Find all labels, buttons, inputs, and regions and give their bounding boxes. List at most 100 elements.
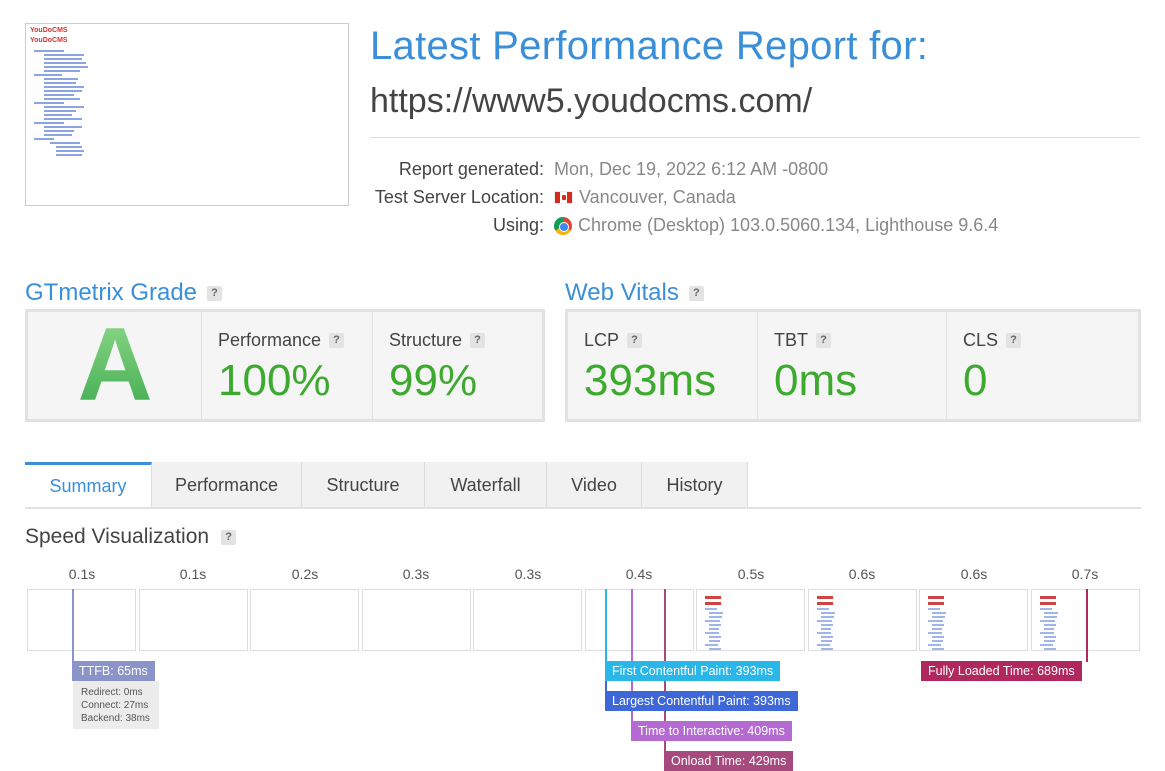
web-vitals-panel: LCP ? 393ms TBT ? 0ms CLS ? 0 bbox=[565, 309, 1141, 422]
frame-page-preview bbox=[928, 596, 946, 650]
meta-label: Using: bbox=[492, 215, 544, 235]
help-icon[interactable]: ? bbox=[470, 333, 486, 348]
time-label: 0.7s bbox=[1071, 566, 1099, 582]
filmstrip-frame[interactable] bbox=[27, 589, 136, 651]
help-icon[interactable]: ? bbox=[221, 529, 237, 545]
connect-time: Connect: 27ms bbox=[81, 700, 149, 711]
structure-label: Structure bbox=[389, 330, 463, 350]
lcp-marker[interactable]: Largest Contentful Paint: 393ms bbox=[605, 691, 798, 711]
tbt-value: 0ms bbox=[774, 356, 858, 405]
time-label: 0.2s bbox=[291, 566, 319, 582]
web-vitals-heading: Web Vitals ? bbox=[565, 279, 704, 307]
frame-page-preview bbox=[1039, 596, 1058, 650]
structure-score: 99% bbox=[389, 356, 478, 405]
report-title: Latest Performance Report for: bbox=[370, 24, 929, 68]
report-url: https://www5.youdocms.com/ bbox=[370, 82, 813, 120]
thumbnail-logo: YouDoCMS bbox=[30, 27, 68, 34]
help-icon[interactable]: ? bbox=[207, 285, 223, 301]
tab-video[interactable]: Video bbox=[547, 462, 642, 508]
cls-label: CLS bbox=[963, 330, 999, 350]
performance-cell: Performance ? 100% bbox=[202, 312, 373, 419]
grade-cell: A bbox=[28, 312, 202, 419]
meta-label: Report generated: bbox=[398, 159, 544, 179]
time-label: 0.1s bbox=[179, 566, 207, 582]
tbt-cell: TBT ? 0ms bbox=[758, 312, 947, 419]
filmstrip-frame[interactable] bbox=[138, 589, 248, 651]
time-label: 0.4s bbox=[625, 566, 653, 582]
speed-visualization-heading: Speed Visualization ? bbox=[25, 525, 237, 549]
filmstrip-frame[interactable] bbox=[361, 589, 471, 651]
filmstrip-frame[interactable] bbox=[807, 589, 917, 651]
tab-performance[interactable]: Performance bbox=[152, 462, 302, 508]
browser-info: Chrome (Desktop) 103.0.5060.134, Lightho… bbox=[578, 215, 999, 235]
fcp-line bbox=[605, 589, 607, 662]
tab-history[interactable]: History bbox=[642, 462, 748, 508]
meta-label: Test Server Location: bbox=[374, 187, 544, 207]
header-divider bbox=[370, 137, 1140, 138]
help-icon[interactable]: ? bbox=[1006, 333, 1022, 348]
tti-line bbox=[631, 589, 633, 722]
tbt-label-row: TBT ? bbox=[774, 330, 831, 351]
thumbnail-logo-secondary: YouDoCMS bbox=[30, 37, 68, 44]
report-tabs: Summary Performance Structure Waterfall … bbox=[25, 462, 748, 508]
thumbnail-content bbox=[34, 50, 88, 158]
filmstrip-frame[interactable] bbox=[919, 589, 1028, 651]
help-icon[interactable]: ? bbox=[329, 333, 345, 348]
tbt-label: TBT bbox=[774, 330, 808, 350]
structure-label-row: Structure ? bbox=[389, 330, 486, 351]
meta-value: Chrome (Desktop) 103.0.5060.134, Lightho… bbox=[554, 215, 998, 236]
tab-waterfall[interactable]: Waterfall bbox=[425, 462, 547, 508]
ttfb-breakdown: Redirect: 0ms Connect: 27ms Backend: 38m… bbox=[73, 681, 159, 729]
report-date: Mon, Dec 19, 2022 6:12 AM -0800 bbox=[554, 159, 829, 179]
cls-label-row: CLS ? bbox=[963, 330, 1022, 351]
backend-time: Backend: 38ms bbox=[81, 713, 150, 724]
lcp-value: 393ms bbox=[584, 356, 717, 405]
chrome-icon bbox=[554, 216, 572, 235]
time-label: 0.5s bbox=[737, 566, 765, 582]
help-icon[interactable]: ? bbox=[816, 333, 831, 348]
grade-panel: A Performance ? 100% Structure ? 99% bbox=[25, 309, 545, 422]
web-vitals-title: Web Vitals bbox=[565, 279, 679, 306]
time-label: 0.6s bbox=[960, 566, 988, 582]
lcp-label-row: LCP ? bbox=[584, 330, 643, 351]
structure-cell: Structure ? 99% bbox=[373, 312, 542, 419]
filmstrip-frame[interactable] bbox=[473, 589, 582, 651]
speed-visualization-title: Speed Visualization bbox=[25, 525, 210, 548]
meta-using: Using: Chrome (Desktop) 103.0.5060.134, … bbox=[370, 215, 1140, 239]
grade-letter: A bbox=[28, 312, 202, 419]
fully-loaded-line bbox=[1086, 589, 1088, 662]
fully-loaded-marker[interactable]: Fully Loaded Time: 689ms bbox=[921, 661, 1082, 681]
meta-report-generated: Report generated: Mon, Dec 19, 2022 6:12… bbox=[370, 159, 1140, 183]
onload-marker[interactable]: Onload Time: 429ms bbox=[664, 751, 794, 771]
ttfb-line bbox=[72, 589, 74, 662]
filmstrip-frame[interactable] bbox=[584, 589, 694, 651]
frame-page-preview bbox=[816, 596, 835, 650]
filmstrip-frame[interactable] bbox=[696, 589, 805, 651]
cls-value: 0 bbox=[963, 356, 988, 405]
time-label: 0.1s bbox=[68, 566, 96, 582]
tabs-divider bbox=[25, 507, 1141, 509]
filmstrip-frame[interactable] bbox=[1030, 589, 1140, 651]
help-icon[interactable]: ? bbox=[627, 333, 643, 348]
performance-label-row: Performance ? bbox=[218, 330, 345, 351]
tab-structure[interactable]: Structure bbox=[302, 462, 425, 508]
gtmetrix-grade-title: GTmetrix Grade bbox=[25, 279, 198, 306]
meta-value: Vancouver, Canada bbox=[554, 187, 736, 208]
time-label: 0.3s bbox=[514, 566, 542, 582]
meta-value: Mon, Dec 19, 2022 6:12 AM -0800 bbox=[554, 159, 828, 180]
canada-flag-icon bbox=[554, 191, 573, 204]
help-icon[interactable]: ? bbox=[688, 285, 704, 301]
tab-summary[interactable]: Summary bbox=[25, 462, 152, 508]
ttfb-marker[interactable]: TTFB: 65ms bbox=[72, 661, 155, 681]
filmstrip-frame[interactable] bbox=[250, 589, 359, 651]
performance-score: 100% bbox=[218, 356, 331, 405]
fcp-marker[interactable]: First Contentful Paint: 393ms bbox=[605, 661, 781, 681]
time-label: 0.6s bbox=[848, 566, 876, 582]
lcp-label: LCP bbox=[584, 330, 620, 350]
gtmetrix-grade-heading: GTmetrix Grade ? bbox=[25, 279, 223, 307]
tti-marker[interactable]: Time to Interactive: 409ms bbox=[631, 721, 792, 741]
lcp-cell: LCP ? 393ms bbox=[568, 312, 758, 419]
page-screenshot-thumbnail[interactable]: YouDoCMS YouDoCMS bbox=[25, 23, 349, 206]
performance-label: Performance bbox=[218, 330, 322, 350]
time-label: 0.3s bbox=[402, 566, 430, 582]
